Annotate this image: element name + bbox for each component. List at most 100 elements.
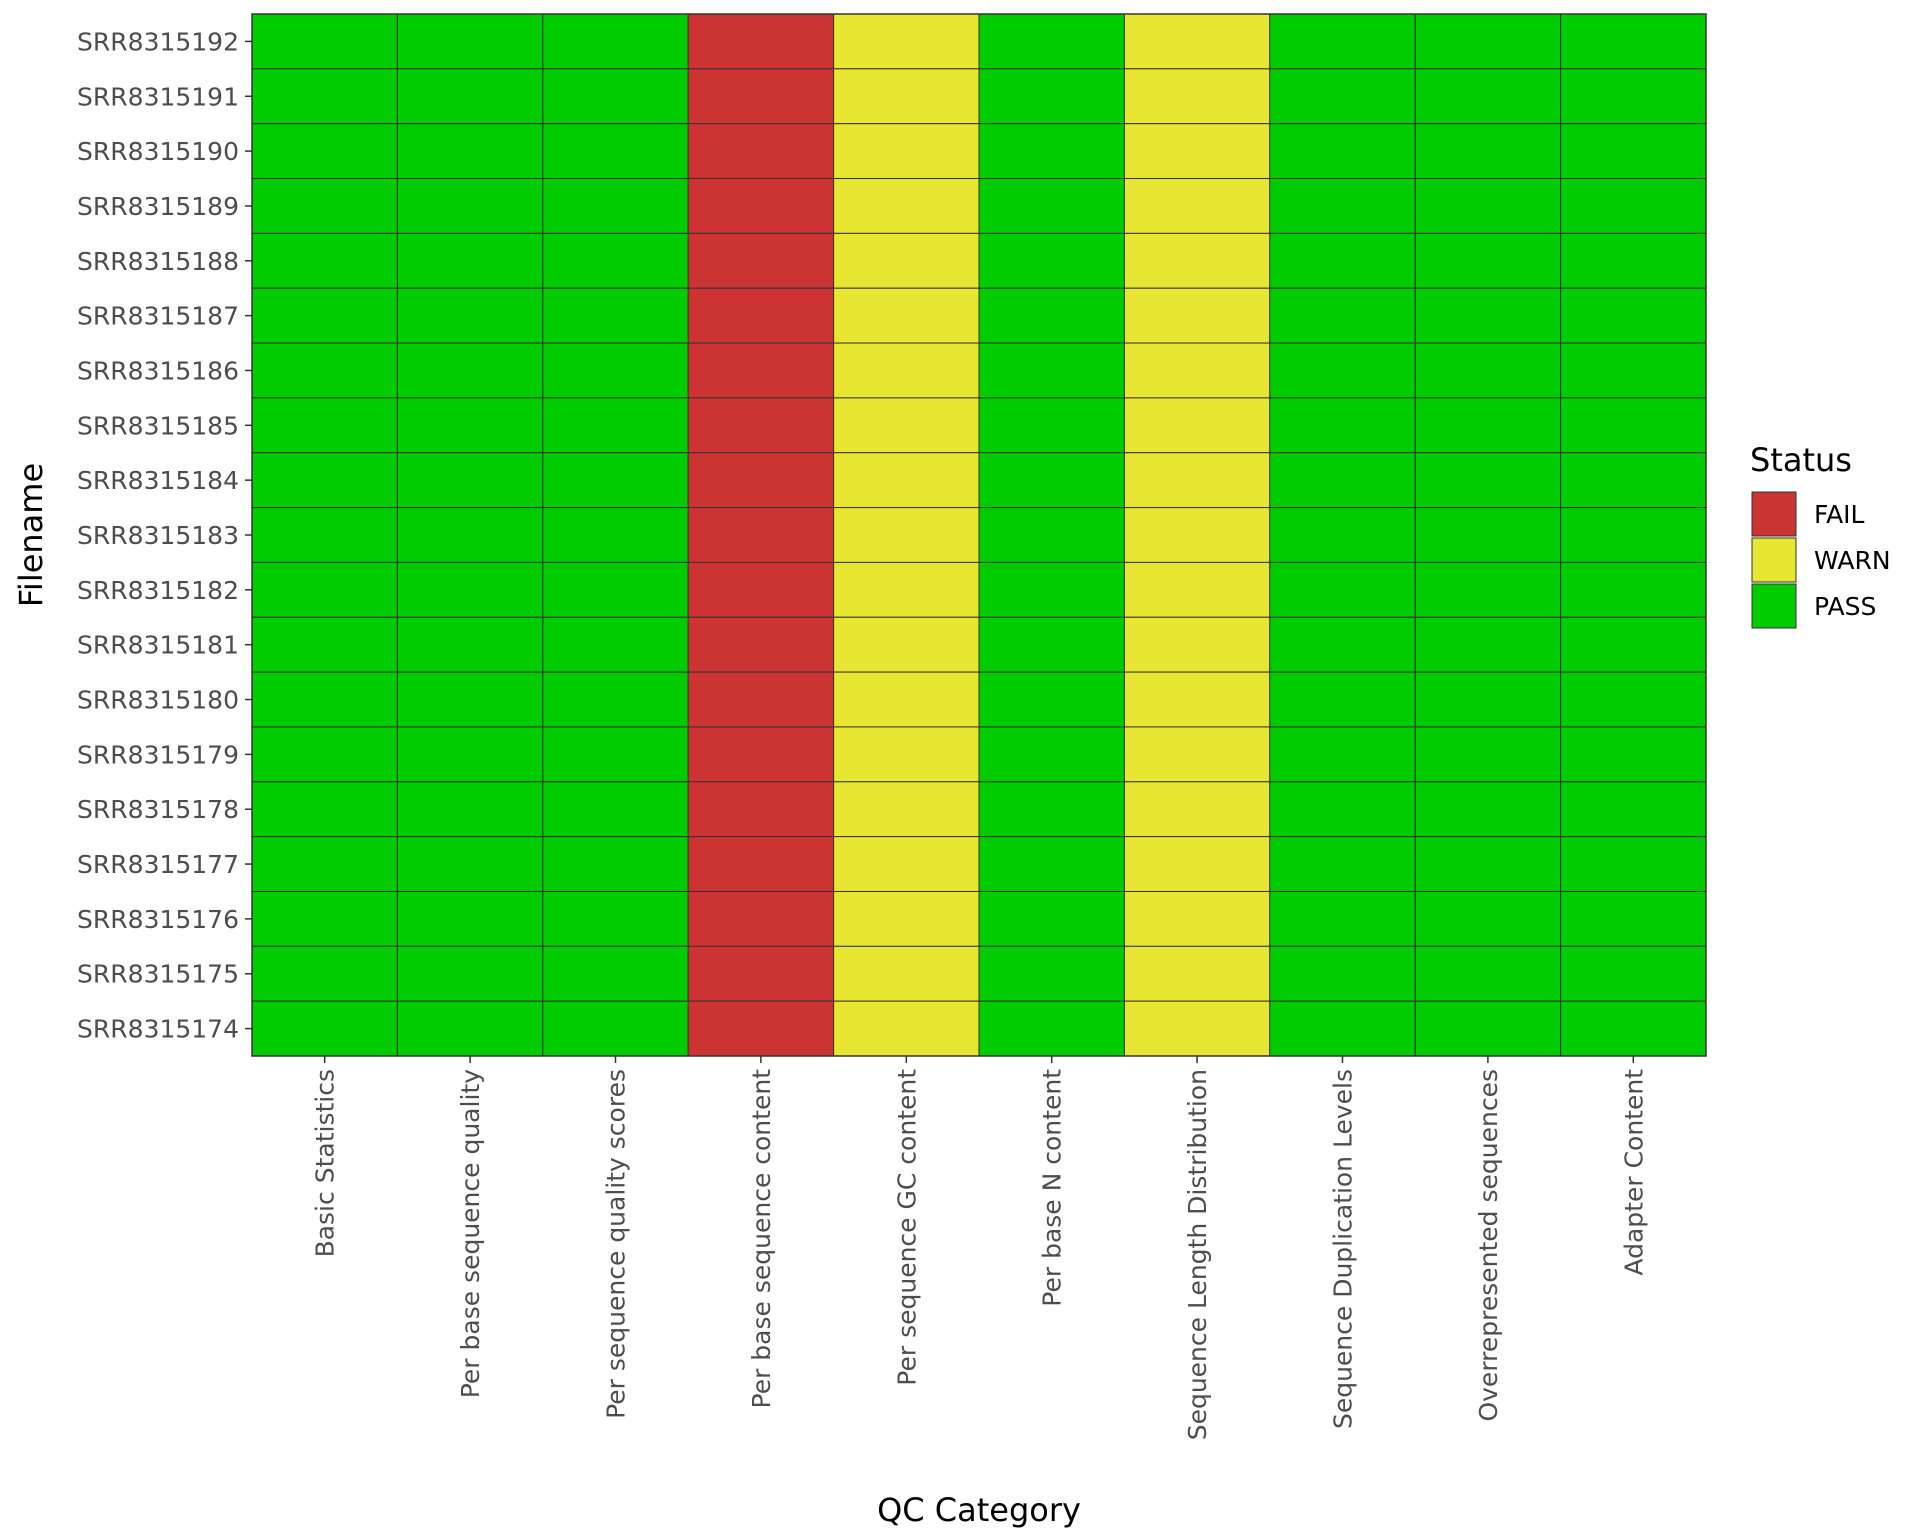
heatmap-tile xyxy=(396,68,544,125)
heatmap-tile xyxy=(687,561,835,618)
heatmap-tile xyxy=(542,945,689,1002)
heatmap-tile xyxy=(1269,452,1416,509)
y-tick-label: SRR8315175 xyxy=(77,960,239,989)
heatmap-tile xyxy=(1123,178,1271,234)
heatmap-tile xyxy=(1123,671,1271,728)
heatmap-tile xyxy=(978,781,1125,838)
legend-key-warn xyxy=(1751,537,1797,583)
heatmap-tile xyxy=(251,287,398,344)
heatmap-tile xyxy=(396,671,544,728)
heatmap-tile xyxy=(396,1000,544,1057)
heatmap-tile xyxy=(687,68,835,125)
heatmap-tile xyxy=(1269,726,1416,783)
heatmap-tiles xyxy=(251,13,1707,1057)
heatmap-tile xyxy=(978,397,1125,454)
heatmap-tile xyxy=(1414,397,1562,454)
heatmap-tile xyxy=(1123,397,1271,454)
heatmap-tile xyxy=(978,945,1125,1002)
heatmap-tile xyxy=(542,232,689,289)
heatmap-tile xyxy=(1414,1000,1562,1057)
heatmap-tile xyxy=(833,342,980,399)
heatmap-tile xyxy=(978,232,1125,289)
heatmap-tile xyxy=(542,452,689,509)
y-tick-label: SRR8315180 xyxy=(77,686,239,715)
heatmap-tile xyxy=(1123,287,1271,344)
heatmap-tile xyxy=(833,13,980,70)
heatmap-tile xyxy=(251,616,398,673)
heatmap-tile xyxy=(687,671,835,728)
heatmap-tile xyxy=(1414,507,1562,563)
heatmap-tile xyxy=(251,452,398,509)
heatmap-tile xyxy=(1123,68,1271,125)
x-tick-label: Overrepresented sequences xyxy=(1474,1069,1503,1422)
x-tick-label: Sequence Length Distribution xyxy=(1183,1069,1212,1440)
heatmap-tile xyxy=(1123,13,1271,70)
heatmap-tile xyxy=(542,13,689,70)
heatmap-tile xyxy=(396,890,544,947)
heatmap-tile xyxy=(251,13,398,70)
y-tick-label: SRR8315185 xyxy=(77,411,239,440)
heatmap-tile xyxy=(396,616,544,673)
heatmap-tile xyxy=(251,1000,398,1057)
heatmap-tile xyxy=(833,836,980,892)
heatmap-tile xyxy=(833,616,980,673)
heatmap-tile xyxy=(542,781,689,838)
heatmap-tile xyxy=(687,616,835,673)
heatmap-tile xyxy=(1560,13,1707,70)
legend: Status FAIL WARN PASS xyxy=(1750,441,1891,629)
y-tick-label: SRR8315182 xyxy=(77,576,239,605)
heatmap-tile xyxy=(687,836,835,892)
heatmap-tile xyxy=(1414,232,1562,289)
heatmap-tile xyxy=(1123,507,1271,563)
heatmap-tile xyxy=(396,123,544,180)
heatmap-tile xyxy=(833,123,980,180)
heatmap-tile xyxy=(542,836,689,892)
heatmap-tile xyxy=(1560,452,1707,509)
heatmap-tile xyxy=(1269,232,1416,289)
heatmap-tile xyxy=(542,890,689,947)
heatmap-tile xyxy=(251,342,398,399)
heatmap-tile xyxy=(1123,890,1271,947)
heatmap-tile xyxy=(251,232,398,289)
heatmap-tile xyxy=(1414,616,1562,673)
heatmap-tile xyxy=(251,178,398,234)
heatmap-tile xyxy=(978,287,1125,344)
heatmap-tile xyxy=(1123,561,1271,618)
heatmap-tile xyxy=(978,507,1125,563)
x-tick-label: Per base N content xyxy=(1038,1069,1067,1307)
heatmap-tile xyxy=(1269,342,1416,399)
y-tick-label: SRR8315177 xyxy=(77,850,239,879)
heatmap-tile xyxy=(1560,616,1707,673)
legend-label-warn: WARN xyxy=(1814,546,1891,575)
y-tick-label: SRR8315190 xyxy=(77,137,239,166)
y-tick-label: SRR8315189 xyxy=(77,192,239,221)
x-tick-label: Per base sequence quality xyxy=(456,1069,485,1398)
heatmap-tile xyxy=(542,342,689,399)
heatmap-tile xyxy=(1414,342,1562,399)
heatmap-tile xyxy=(1560,1000,1707,1057)
heatmap-tile xyxy=(542,397,689,454)
y-tick-label: SRR8315176 xyxy=(77,905,239,934)
legend-key-pass xyxy=(1751,583,1797,629)
heatmap-tile xyxy=(978,726,1125,783)
heatmap-tile xyxy=(1269,68,1416,125)
heatmap-tile xyxy=(251,781,398,838)
heatmap-tile xyxy=(396,561,544,618)
heatmap-tile xyxy=(542,287,689,344)
heatmap-tile xyxy=(251,507,398,563)
heatmap-tile xyxy=(833,507,980,563)
heatmap-tile xyxy=(1560,507,1707,563)
heatmap-tile xyxy=(1269,671,1416,728)
heatmap-tile xyxy=(1560,68,1707,125)
heatmap-tile xyxy=(978,342,1125,399)
heatmap-tile xyxy=(978,616,1125,673)
heatmap-tile xyxy=(978,671,1125,728)
heatmap-tile xyxy=(1269,13,1416,70)
heatmap-tile xyxy=(687,452,835,509)
y-axis-title: Filename xyxy=(12,463,50,607)
heatmap-tile xyxy=(1269,1000,1416,1057)
heatmap-tile xyxy=(978,123,1125,180)
heatmap-tile xyxy=(1123,452,1271,509)
heatmap-tile xyxy=(687,123,835,180)
heatmap-tile xyxy=(1560,232,1707,289)
